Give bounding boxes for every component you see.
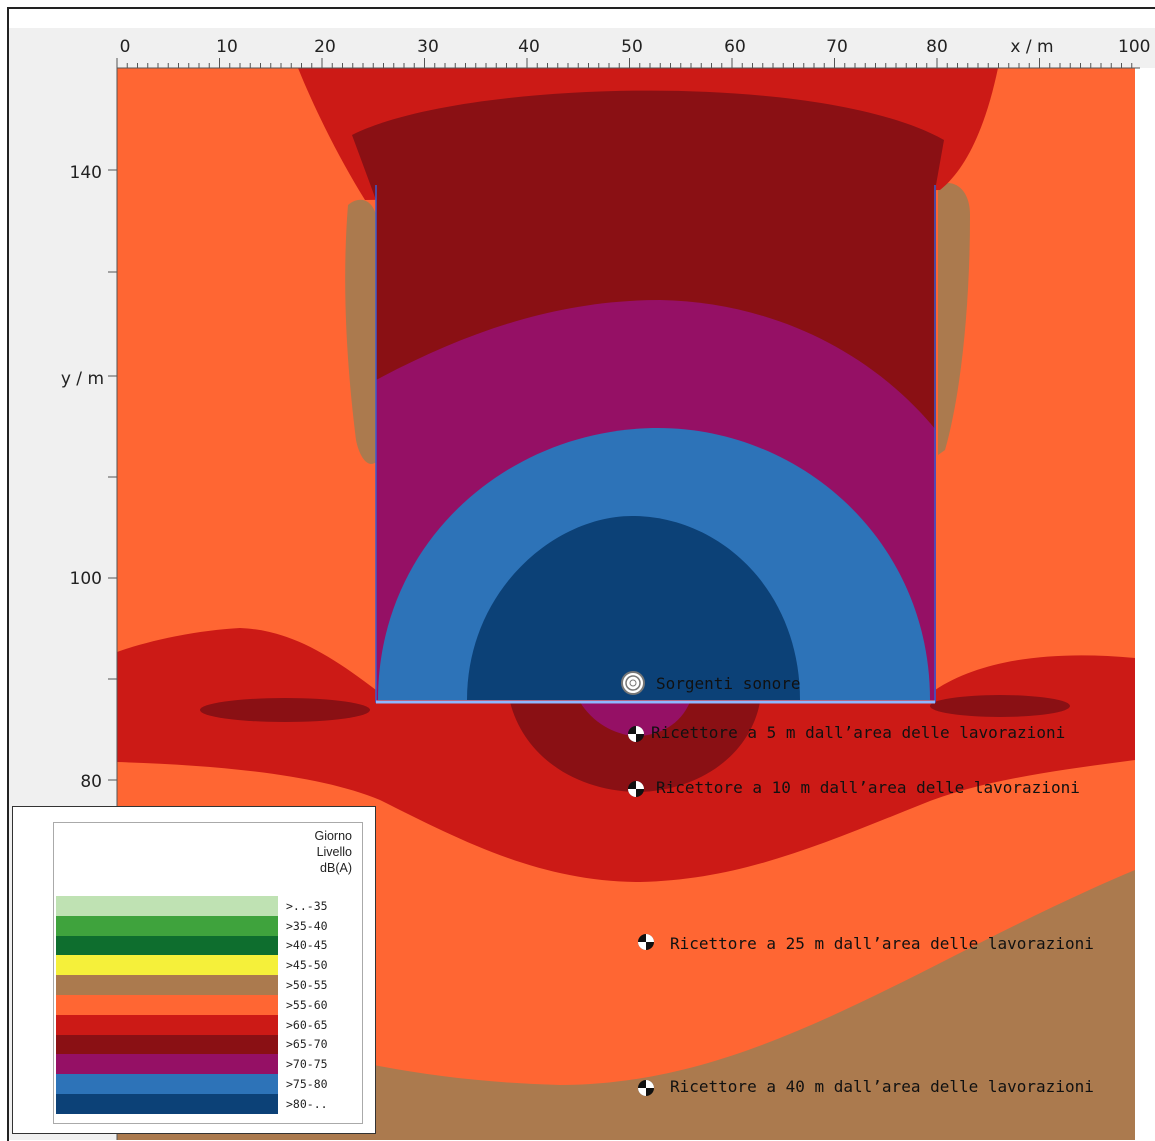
- noise-source-marker[interactable]: [621, 671, 645, 695]
- x-tick-label: 0: [120, 37, 131, 57]
- y-axis-title: y / m: [61, 369, 104, 389]
- receiver-label: Ricettore a 10 m dall’area delle lavoraz…: [656, 778, 1080, 797]
- y-tick-label: 100: [70, 569, 102, 589]
- legend-swatch: [56, 1014, 278, 1035]
- legend-swatch: [56, 1034, 278, 1055]
- receiver-10m[interactable]: [628, 781, 644, 797]
- legend-label: >35-40: [286, 918, 328, 933]
- receiver-label: Ricettore a 25 m dall’area delle lavoraz…: [670, 934, 1094, 953]
- zone-65-70-right: [930, 695, 1070, 717]
- legend-entry: >40-45: [56, 935, 362, 956]
- x-axis-labels: 0 10 20 30 40 50 60 70 80 x / m 100: [120, 37, 1151, 57]
- legend-title-line: Livello: [316, 845, 352, 859]
- legend-swatch: [56, 896, 278, 916]
- x-tick-label: 100: [1118, 37, 1150, 57]
- y-axis-labels: 140 y / m 100 80: [61, 163, 104, 792]
- legend-entry: >70-75: [56, 1054, 362, 1075]
- legend-swatch: [56, 955, 278, 976]
- legend-label: >45-50: [286, 958, 328, 973]
- legend-entry: >35-40: [56, 915, 362, 936]
- legend-label: >..-35: [286, 898, 328, 913]
- legend-label: >75-80: [286, 1077, 328, 1092]
- legend-entry: >65-70: [56, 1034, 362, 1055]
- legend-label: >50-55: [286, 978, 328, 993]
- legend-entry: >80-..: [56, 1093, 362, 1114]
- x-tick-label: 50: [621, 37, 643, 57]
- legend-label: >55-60: [286, 997, 328, 1012]
- legend-swatch: [56, 1093, 278, 1114]
- zone-80-plus: [467, 516, 800, 700]
- legend-label: >80-..: [286, 1096, 328, 1111]
- y-tick-label: 80: [80, 772, 102, 792]
- x-axis-ticks: [116, 58, 1140, 69]
- x-axis-title: x / m: [1010, 37, 1053, 57]
- x-tick-label: 30: [417, 37, 439, 57]
- receiver-5m[interactable]: [628, 726, 644, 742]
- legend-swatch: [56, 1054, 278, 1075]
- legend-swatch: [56, 994, 278, 1015]
- legend-title-line: dB(A): [320, 861, 352, 875]
- x-tick-label: 40: [518, 37, 540, 57]
- legend-swatch: [56, 975, 278, 995]
- x-tick-label: 10: [216, 37, 238, 57]
- x-tick-label: 20: [314, 37, 336, 57]
- legend-entries: >..-35 >35-40 >40-45 >45-50 >50-55 >55-60 >60-…: [56, 896, 362, 1114]
- x-tick-label: 70: [826, 37, 848, 57]
- source-label: Sorgenti sonore: [656, 674, 801, 693]
- legend-entry: >..-35: [56, 896, 362, 916]
- legend-title-line: Giorno: [314, 829, 352, 843]
- legend-title: Giorno Livello dB(A): [314, 828, 352, 876]
- legend-entry: >45-50: [56, 955, 362, 976]
- legend-swatch: [56, 915, 278, 936]
- zone-65-70-left: [200, 698, 370, 722]
- legend-box: Giorno Livello dB(A) >..-35 >35-40 >40-45 >…: [53, 822, 363, 1124]
- zone-70-75-center-small: [580, 702, 690, 736]
- legend-label: >65-70: [286, 1037, 328, 1052]
- x-tick-label: 80: [926, 37, 948, 57]
- y-tick-label: 140: [70, 163, 102, 183]
- legend-panel: Giorno Livello dB(A) >..-35 >35-40 >40-45 >…: [12, 806, 376, 1134]
- legend-entry: >60-65: [56, 1014, 362, 1035]
- legend-label: >60-65: [286, 1017, 328, 1032]
- x-tick-label: 60: [724, 37, 746, 57]
- zone-65-70-center: [510, 702, 760, 792]
- legend-entry: >75-80: [56, 1074, 362, 1094]
- zone-50-55-left-sliver: [345, 199, 378, 464]
- receiver-40m[interactable]: [638, 1080, 654, 1096]
- legend-swatch: [56, 1074, 278, 1094]
- receiver-label: Ricettore a 40 m dall’area delle lavoraz…: [670, 1077, 1094, 1096]
- legend-label: >40-45: [286, 938, 328, 953]
- x-ruler: [9, 28, 1155, 68]
- receiver-label: Ricettore a 5 m dall’area delle lavorazi…: [651, 723, 1065, 742]
- zone-50-55-right-sliver: [938, 183, 970, 455]
- legend-entry: >55-60: [56, 994, 362, 1015]
- receiver-25m[interactable]: [638, 934, 654, 950]
- legend-swatch: [56, 935, 278, 956]
- legend-label: >70-75: [286, 1057, 328, 1072]
- legend-entry: >50-55: [56, 975, 362, 995]
